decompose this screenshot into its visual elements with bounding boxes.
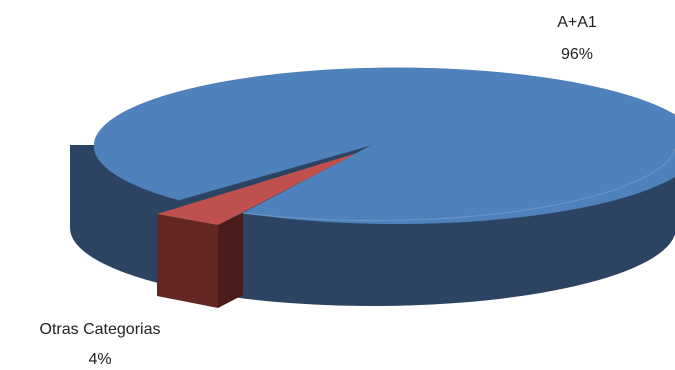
pie-rim-highlight [242,147,675,222]
slice-otras-categorias [157,153,357,225]
slice-side-otras-categorias [157,214,218,308]
label-otras-categorias-name: Otras Categorias [40,321,161,338]
label-otras-categorias-percent: 4% [88,351,111,368]
slice-a-a1 [93,67,675,225]
label-a-a1-name: A+A1 [557,14,597,31]
label-a-a1-percent: 96% [561,46,593,63]
slice-cut-face-otras-categorias [218,213,243,308]
